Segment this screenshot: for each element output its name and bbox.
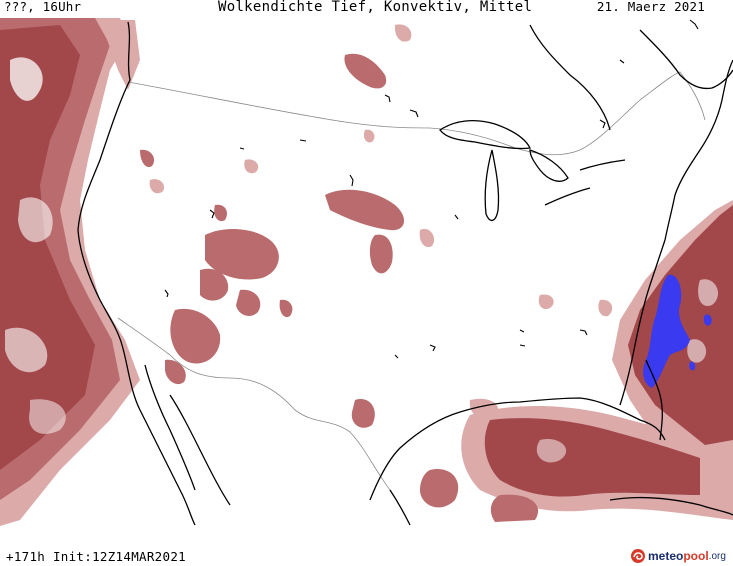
meteopool-logo-icon [631, 549, 645, 563]
convective-cells [643, 274, 690, 388]
model-run-info: +171h Init:12Z14MAR2021 [6, 549, 186, 564]
gulf-coast [369, 397, 666, 501]
header-bar: ???, 16Uhr Wolkendichte Tief, Konvektiv,… [0, 0, 733, 18]
coastlines [77, 21, 733, 526]
logo-text-pool: pool [683, 549, 709, 563]
baja-peninsula [144, 364, 231, 506]
atlantic-coast [664, 59, 733, 241]
atlantic-cloud-field [612, 200, 733, 470]
gulf-cloud-dark [484, 418, 700, 497]
forecast-date: 21. Maerz 2021 [596, 0, 705, 14]
great-lakes-superior [439, 119, 531, 150]
great-lakes-huron [529, 149, 569, 182]
pacific-cloud-field [0, 18, 140, 526]
cloud-density-map [0, 18, 733, 526]
florida-coast [619, 239, 666, 441]
meteopool-logo[interactable]: meteo pool .org [630, 546, 726, 566]
great-lakes-michigan [484, 149, 500, 221]
inland-cloud-patches [140, 53, 405, 428]
great-lakes-erie-ontario [544, 159, 626, 206]
pacific-coast [77, 21, 196, 526]
caribbean-coast [609, 496, 733, 516]
central-america-coast [389, 489, 411, 526]
gulf-cloud-field [420, 405, 733, 522]
logo-text-tld: .org [708, 550, 726, 562]
labrador-coast [639, 29, 733, 90]
valid-time-label: ???, 16Uhr [4, 0, 82, 14]
small-water-bodies [164, 19, 699, 359]
us-mexico-border [117, 317, 391, 491]
map-title: Wolkendichte Tief, Konvektiv, Mittel [218, 0, 533, 15]
logo-text-meteo: meteo [648, 549, 684, 563]
hudson-bay-coast [529, 24, 611, 131]
